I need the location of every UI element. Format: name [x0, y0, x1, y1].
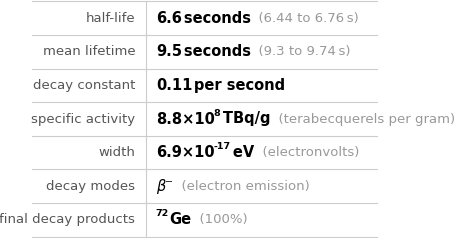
Text: (9.3 to 9.74 s): (9.3 to 9.74 s) [250, 45, 350, 58]
Text: (6.44 to 6.76 s): (6.44 to 6.76 s) [250, 12, 359, 25]
Text: seconds: seconds [181, 44, 252, 59]
Text: 8.8×10: 8.8×10 [156, 111, 215, 127]
Text: half-life: half-life [85, 12, 135, 25]
Text: (terabecquerels per gram): (terabecquerels per gram) [270, 113, 454, 125]
Text: decay constant: decay constant [33, 79, 135, 92]
Text: final decay products: final decay products [0, 213, 135, 226]
Text: 6.9×10: 6.9×10 [156, 145, 214, 160]
Text: (electronvolts): (electronvolts) [254, 146, 359, 159]
Text: (electron emission): (electron emission) [173, 180, 310, 193]
Text: 6.6: 6.6 [156, 11, 182, 26]
Text: β: β [156, 179, 165, 194]
Text: 0.11: 0.11 [156, 78, 192, 93]
Text: 8: 8 [213, 109, 220, 118]
Text: specific activity: specific activity [31, 113, 135, 125]
Text: 9.5: 9.5 [156, 44, 182, 59]
Text: seconds: seconds [181, 11, 251, 26]
Text: 72: 72 [156, 209, 169, 218]
Text: width: width [98, 146, 135, 159]
Text: (100%): (100%) [191, 213, 247, 226]
Text: −: − [165, 176, 173, 185]
Text: mean lifetime: mean lifetime [43, 45, 135, 58]
Text: eV: eV [230, 145, 254, 160]
Text: TBq/g: TBq/g [220, 111, 271, 127]
Text: per second: per second [192, 78, 286, 93]
Text: -17: -17 [213, 142, 231, 151]
Text: Ge: Ge [169, 212, 191, 227]
Text: decay modes: decay modes [46, 180, 135, 193]
